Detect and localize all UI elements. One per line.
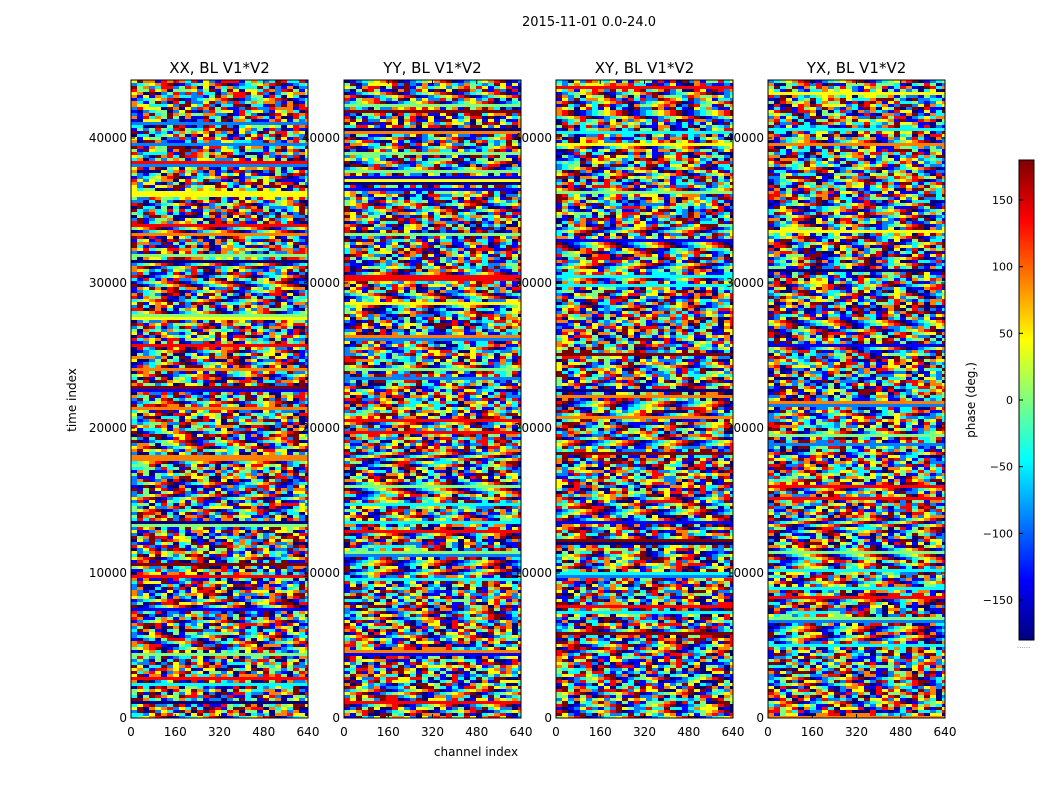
x-tick-label: 0 [764,725,772,739]
y-tick-label: 20000 [514,421,552,435]
y-tick-label: 30000 [726,276,764,290]
panels-group: XX, BL V1*V2 0 160 320 480 640 0 10000 20000 3000… [89,59,957,739]
y-tick-label: 40000 [89,131,127,145]
x-tick-label: 0 [127,725,135,739]
y-tick-label: 10000 [514,566,552,580]
panel-1: XX, BL V1*V2 0 160 320 480 640 0 10000 20000 3000… [89,59,320,739]
x-tick-label: 160 [801,725,824,739]
y-tick-label: 10000 [726,566,764,580]
x-tick-label: 480 [889,725,912,739]
panel-4-heatmap [768,80,945,718]
x-tick-label: 640 [934,725,957,739]
x-tick-label: 640 [297,725,320,739]
panel-2: YY, BL V1*V2 0 160 320 480 640 0 10000 20000 3000… [302,59,533,739]
y-tick-label: 40000 [302,131,340,145]
colorbar-tick-label: −50 [990,461,1013,474]
colorbar-offset-text: ...... [1017,642,1030,650]
y-tick-label: 20000 [726,421,764,435]
panel-3-heatmap [556,80,733,718]
x-tick-label: 480 [677,725,700,739]
y-tick-label: 10000 [302,566,340,580]
panel-2-heatmap [344,80,521,718]
x-tick-label: 160 [164,725,187,739]
x-tick-label: 160 [589,725,612,739]
y-tick-label: 0 [332,711,340,725]
y-tick-label: 0 [119,711,127,725]
y-tick-label: 30000 [89,276,127,290]
colorbar-tick-label: 50 [999,327,1013,340]
x-tick-label: 0 [552,725,560,739]
colorbar-tick-label: 100 [992,261,1013,274]
x-tick-label: 480 [252,725,275,739]
y-tick-label: 40000 [514,131,552,145]
panel-3-title: XY, BL V1*V2 [595,59,695,77]
colorbar-tick-label: 0 [1006,394,1013,407]
y-axis-label: time index [65,368,79,432]
colorbar-label: phase (deg.) [964,362,978,438]
x-tick-label: 320 [845,725,868,739]
y-tick-label: 10000 [89,566,127,580]
y-tick-label: 0 [544,711,552,725]
panel-1-title: XX, BL V1*V2 [169,59,270,77]
x-tick-label: 320 [208,725,231,739]
figure-suptitle: 2015-11-01 0.0-24.0 [522,15,656,30]
y-tick-label: 20000 [89,421,127,435]
x-tick-label: 320 [633,725,656,739]
y-tick-label: 40000 [726,131,764,145]
y-tick-label: 20000 [302,421,340,435]
x-tick-label: 160 [377,725,400,739]
y-tick-label: 0 [756,711,764,725]
x-tick-label: 640 [510,725,533,739]
panel-3: XY, BL V1*V2 0 160 320 480 640 0 10000 20000 3000… [514,59,745,739]
x-tick-label: 320 [421,725,444,739]
panel-1-heatmap [131,80,308,718]
panel-4-title: YX, BL V1*V2 [806,59,907,77]
x-tick-label: 480 [465,725,488,739]
panel-4: YX, BL V1*V2 0 160 320 480 640 0 10000 20000 3000… [726,59,957,739]
colorbar-tick-label: −150 [983,594,1013,607]
x-tick-label: 640 [722,725,745,739]
colorbar: 150 100 50 0 −50 −100 −150 phase (deg.)...... [964,160,1034,650]
phase-heatmap-figure: 2015-11-01 0.0-24.0 XX, BL V1*V2 0 160 320 4… [0,0,1050,800]
colorbar-tick-label: 150 [992,194,1013,207]
x-tick-label: 0 [340,725,348,739]
y-tick-label: 30000 [514,276,552,290]
x-axis-label: channel index [434,745,518,759]
panel-2-title: YY, BL V1*V2 [382,59,481,77]
colorbar-tick-label: −100 [983,527,1013,540]
y-tick-label: 30000 [302,276,340,290]
